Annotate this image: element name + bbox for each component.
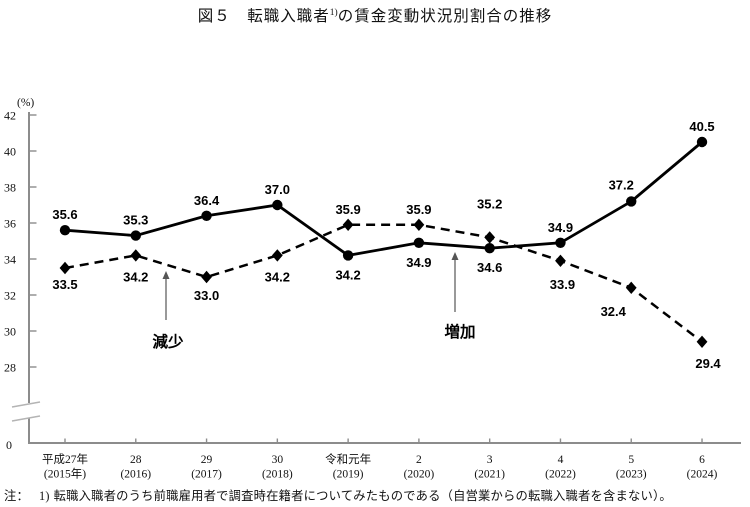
footnote-text: 転職入職者のうち前職雇用者で調査時在籍者についてみたものである（自営業からの転職…	[53, 489, 672, 503]
data-point-label: 32.4	[601, 304, 627, 319]
data-point-decrease	[696, 335, 708, 348]
x-category-year: (2023)	[616, 469, 647, 481]
x-category-year: (2022)	[545, 469, 576, 481]
x-category-era: 2	[416, 454, 422, 466]
data-point-increase	[413, 237, 425, 248]
x-category-era: 令和元年	[325, 452, 371, 466]
y-tick-label: 32	[4, 289, 16, 303]
data-point-label: 34.9	[548, 220, 573, 235]
data-point-label: 33.0	[194, 288, 219, 303]
x-category-era: 3	[487, 454, 493, 466]
y-tick-label: 42	[4, 109, 16, 123]
data-point-label: 34.2	[265, 269, 290, 284]
data-point-decrease	[413, 218, 425, 231]
data-point-increase	[272, 199, 283, 211]
x-category-era: 30	[272, 454, 284, 466]
data-point-increase	[59, 225, 71, 236]
data-point-decrease	[342, 218, 354, 231]
data-point-label: 37.2	[609, 177, 634, 192]
annotation-label: 減少	[152, 332, 184, 351]
data-point-decrease	[484, 231, 496, 244]
y-axis-zero-label: 0	[6, 438, 12, 452]
figure-title: 図５ 転職入職者1)の賃金変動状況別割合の推移	[0, 4, 750, 26]
figure-title-footnote-ref: 1)	[329, 7, 338, 18]
x-category-era: 6	[699, 454, 705, 466]
y-tick-label: 36	[4, 217, 16, 231]
data-point-label: 33.5	[52, 277, 77, 292]
x-category-year: (2017)	[191, 469, 222, 481]
data-point-label: 37.0	[265, 182, 290, 197]
footnote: 注： 1) 転職入職者のうち前職雇用者で調査時在籍者についてみたものである（自営業か…	[4, 486, 750, 504]
figure-title-part2: の賃金変動状況別割合の推移	[337, 8, 553, 25]
data-point-label: 35.6	[52, 207, 77, 222]
data-point-increase	[626, 196, 637, 207]
data-point-decrease	[555, 254, 566, 267]
x-category-year: (2024)	[687, 469, 718, 481]
data-point-label: 35.2	[477, 196, 502, 211]
x-category-year: (2021)	[474, 469, 505, 481]
y-tick-label: 38	[4, 181, 16, 195]
data-point-label: 35.9	[406, 202, 431, 217]
y-axis-unit-label: (%)	[17, 97, 34, 109]
data-point-increase	[555, 237, 566, 248]
wage-change-line-chart: (%)42403836343230280平成27年(2015年)28(2016)…	[4, 97, 741, 481]
axis-break-mark-top	[11, 401, 41, 408]
x-category-year: (2020)	[404, 469, 435, 481]
data-point-decrease	[201, 270, 212, 284]
x-category-year: (2018)	[262, 469, 293, 481]
annotation-label: 増加	[444, 322, 475, 341]
x-category-era: 5	[628, 454, 634, 466]
series-line-increase	[64, 140, 703, 257]
data-point-decrease	[59, 261, 71, 275]
data-point-label: 33.9	[550, 277, 575, 292]
x-category-year: (2016)	[120, 469, 151, 481]
data-point-increase	[130, 230, 141, 241]
data-point-decrease	[625, 281, 637, 294]
x-category-year: (2015年)	[44, 467, 86, 481]
data-point-decrease	[271, 249, 283, 262]
x-category-era: 4	[558, 454, 564, 466]
data-point-increase	[696, 136, 708, 148]
data-point-label: 34.2	[335, 267, 360, 282]
data-point-increase	[342, 250, 354, 261]
data-point-label: 35.3	[123, 213, 148, 228]
data-point-label: 36.4	[194, 193, 220, 208]
data-point-decrease	[130, 249, 142, 262]
data-point-label: 34.6	[477, 260, 502, 275]
y-tick-label: 30	[4, 325, 16, 339]
x-category-era: 平成27年	[42, 452, 88, 466]
data-point-increase	[484, 243, 495, 254]
data-point-increase	[201, 210, 212, 221]
series-line-decrease	[64, 223, 703, 343]
y-tick-label: 28	[4, 361, 16, 375]
footnote-label: 注：	[4, 489, 29, 503]
axis-break-mark-bottom	[11, 415, 41, 422]
y-tick-label: 34	[4, 253, 16, 267]
data-point-label: 35.9	[335, 202, 360, 217]
x-category-era: 29	[201, 454, 213, 466]
y-tick-label: 40	[4, 145, 16, 159]
footnote-ref: 1)	[39, 489, 50, 503]
data-point-label: 34.9	[406, 255, 431, 270]
data-point-label: 29.4	[695, 356, 721, 371]
x-category-year: (2019)	[333, 469, 364, 481]
annotation-arrowhead	[162, 271, 170, 279]
annotation-arrowhead	[451, 252, 459, 260]
figure-title-part1: 図５ 転職入職者	[197, 8, 330, 25]
data-point-label: 34.2	[123, 269, 148, 284]
x-category-era: 28	[130, 454, 142, 466]
data-point-label: 40.5	[689, 119, 714, 134]
